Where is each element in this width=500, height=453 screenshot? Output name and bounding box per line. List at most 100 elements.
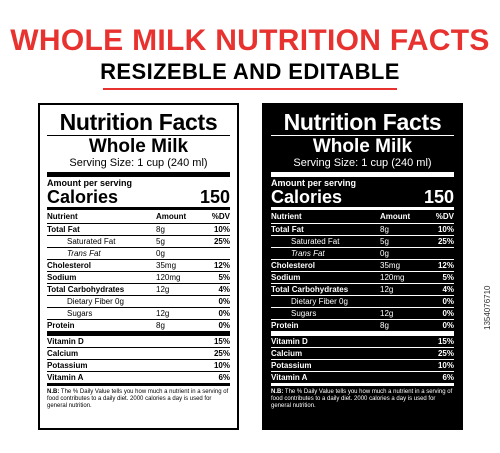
nutrient-rows: Total Fat 8g 10% Saturated Fat 5g 25% Trans Fa… [271, 224, 454, 331]
nutrient-row: Dietary Fiber 0g 0% [47, 295, 230, 307]
nutrition-label-light: Nutrition Facts Whole Milk Serving Size:… [38, 103, 239, 430]
footnote-text: The % Daily Value tells you how much a n… [47, 389, 229, 409]
nutrient-amount: 8g [380, 321, 389, 330]
divider-medium [47, 207, 230, 210]
serving-size: Serving Size: 1 cup (240 ml) [69, 157, 208, 169]
column-header-row: Nutrient Amount %DV [271, 210, 454, 223]
nutrient-amount: 12g [156, 285, 170, 294]
nutrient-name: Trans Fat [67, 249, 101, 258]
nutrient-dv: 0% [442, 321, 454, 330]
nutrient-row: Cholesterol 35mg 12% [47, 259, 230, 271]
amount-per-serving: Amount per serving [271, 178, 357, 188]
nutrient-row: Vitamin D 15% [47, 336, 230, 347]
calories-label: Calories [47, 187, 119, 207]
nutrient-row: Cholesterol 35mg 12% [271, 259, 454, 271]
nutrient-row: Potassium 10% [271, 359, 454, 371]
nutrient-amount: 120mg [156, 273, 181, 282]
nutrient-name: Sodium [47, 273, 77, 282]
nutrient-rows: Total Fat 8g 10% Saturated Fat 5g 25% Trans Fa… [47, 224, 230, 331]
divider [47, 135, 230, 136]
amount-per-serving: Amount per serving [47, 178, 133, 188]
label-title: Nutrition Facts [59, 109, 218, 135]
nutrient-dv: 0% [218, 321, 230, 330]
nutrient-dv: 5% [218, 273, 230, 282]
calories-row: Calories 150 [47, 188, 230, 207]
col-dv: %DV [211, 212, 230, 221]
nutrient-name: Dietary Fiber 0g [67, 297, 124, 306]
nutrient-row: Trans Fat 0g [271, 247, 454, 259]
nutrient-row: Vitamin A 6% [271, 371, 454, 383]
nutrient-amount: 35mg [380, 261, 401, 270]
nutrient-dv: 25% [213, 237, 230, 246]
nutrient-row: Saturated Fat 5g 25% [271, 235, 454, 247]
col-amount: Amount [156, 212, 187, 221]
nutrient-dv: 10% [213, 225, 230, 234]
accent-divider [103, 88, 397, 90]
nutrient-dv: 4% [442, 285, 454, 294]
footnote: N.B: The % Daily Value tells you how muc… [47, 389, 230, 410]
divider-thick [271, 172, 454, 177]
nutrient-dv: 0% [442, 309, 454, 318]
nutrient-name: Calcium [47, 349, 79, 358]
nutrient-dv: 10% [437, 225, 454, 234]
nutrient-amount: 12g [380, 309, 394, 318]
nutrient-row: Potassium 10% [47, 359, 230, 371]
nutrient-row: Protein 8g 0% [271, 319, 454, 331]
nutrient-name: Saturated Fat [291, 237, 340, 246]
nutrient-dv: 0% [218, 297, 230, 306]
vitamin-rows: Vitamin D 15% Calcium 25% Potassium 10% Vitami… [271, 336, 454, 383]
nutrient-dv: 12% [213, 261, 230, 270]
nutrient-row: Dietary Fiber 0g 0% [271, 295, 454, 307]
divider [47, 223, 230, 224]
nutrient-name: Vitamin A [271, 373, 308, 382]
nutrient-dv: 0% [218, 309, 230, 318]
nutrient-row: Sodium 120mg 5% [271, 271, 454, 283]
nutrient-row: Vitamin A 6% [47, 371, 230, 383]
nutrient-name: Cholesterol [47, 261, 92, 270]
nutrient-dv: 15% [437, 337, 454, 346]
nutrient-amount: 120mg [380, 273, 405, 282]
nutrient-dv: 0% [442, 297, 454, 306]
nutrient-row: Trans Fat 0g [47, 247, 230, 259]
divider-medium [47, 383, 230, 386]
divider [271, 223, 454, 224]
nutrient-name: Total Carbohydrates [271, 285, 349, 294]
nutrient-amount: 0g [380, 249, 389, 258]
nutrient-dv: 15% [213, 337, 230, 346]
nutrient-amount: 5g [156, 237, 165, 246]
nutrient-name: Cholesterol [271, 261, 316, 270]
nutrient-dv: 6% [218, 373, 230, 382]
nutrient-row: Saturated Fat 5g 25% [47, 235, 230, 247]
nutrient-row: Calcium 25% [47, 347, 230, 359]
divider-thick [271, 331, 454, 336]
nutrient-row: Sugars 12g 0% [47, 307, 230, 319]
nutrient-name: Protein [271, 321, 299, 330]
nutrient-dv: 6% [442, 373, 454, 382]
label-title: Nutrition Facts [283, 109, 442, 135]
footnote: N.B: The % Daily Value tells you how muc… [271, 389, 454, 410]
nutrient-amount: 35mg [156, 261, 177, 270]
stock-id-watermark: 1354076710 [483, 285, 492, 331]
nutrient-name: Vitamin D [271, 337, 308, 346]
nutrient-row: Total Fat 8g 10% [271, 224, 454, 235]
nutrient-dv: 25% [213, 349, 230, 358]
nutrient-dv: 25% [437, 237, 454, 246]
nutrient-amount: 5g [380, 237, 389, 246]
vitamin-rows: Vitamin D 15% Calcium 25% Potassium 10% Vitami… [47, 336, 230, 383]
serving-size: Serving Size: 1 cup (240 ml) [293, 157, 432, 169]
nutrient-name: Protein [47, 321, 75, 330]
footnote-prefix: N.B: [47, 389, 60, 395]
nutrient-name: Potassium [271, 361, 312, 370]
calories-row: Calories 150 [271, 188, 454, 207]
nutrient-dv: 4% [218, 285, 230, 294]
col-nutrient: Nutrient [271, 212, 302, 221]
nutrient-name: Saturated Fat [67, 237, 116, 246]
nutrition-label-dark: Nutrition Facts Whole Milk Serving Size:… [262, 103, 463, 430]
nutrient-name: Sugars [67, 309, 93, 318]
col-nutrient: Nutrient [47, 212, 78, 221]
col-dv: %DV [435, 212, 454, 221]
nutrient-row: Calcium 25% [271, 347, 454, 359]
calories-value: 150 [423, 187, 454, 207]
divider-thick [47, 331, 230, 336]
divider-medium [271, 207, 454, 210]
